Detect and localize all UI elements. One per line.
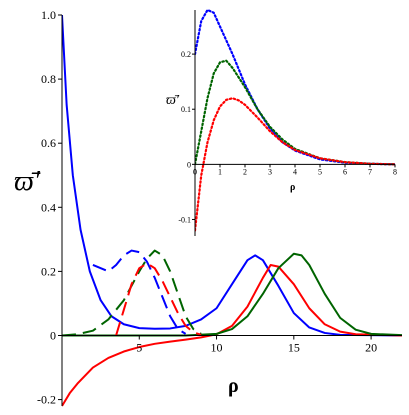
inset-y-tick-label: 0.1 xyxy=(181,105,191,114)
inset-x-tick-label: 8 xyxy=(393,167,397,176)
main-y-tick-label: -0.2 xyxy=(37,393,56,407)
inset-x-tick-label: 0 xyxy=(193,167,197,176)
main-x-tick-label: 15 xyxy=(288,340,300,354)
main-y-tick-label: 0.4 xyxy=(41,200,56,214)
inset-chart: 0 1 2 3 4 5 6 7 8 -0.1 0 0.1 0.2 ϖ̄′ ρ xyxy=(166,8,397,238)
main-series-2-line xyxy=(62,252,402,337)
inset-x-tick-label: 2 xyxy=(243,167,247,176)
inset-x-tick-label: 1 xyxy=(218,167,222,176)
main-x-tick-label: 20 xyxy=(365,340,377,354)
main-y-axis-title: ϖ̄′ xyxy=(14,166,41,197)
main-series-4-line xyxy=(62,249,202,337)
main-series-0-line xyxy=(62,14,402,337)
main-y-tick-label: 1.0 xyxy=(41,8,56,22)
inset-series-group xyxy=(195,9,395,232)
main-x-tick-label: 10 xyxy=(211,340,223,354)
inset-x-axis-title: ρ xyxy=(290,182,295,193)
inset-y-tick-label: 0 xyxy=(187,160,191,169)
main-x-axis-title: ρ xyxy=(228,375,239,397)
inset-y-tick-label: -0.1 xyxy=(178,215,191,224)
inset-background xyxy=(195,8,397,238)
inset-y-axis-title: ϖ̄′ xyxy=(166,93,180,108)
main-chart: 5 10 15 20-0.200.20.40.60.81.0ϖ̄′ρ xyxy=(14,8,402,407)
main-y-tick-label: 0.8 xyxy=(41,72,56,86)
main-y-tick-label: 0 xyxy=(50,328,56,342)
main-series-3-line xyxy=(92,249,187,335)
inset-y-tick-label: 0.2 xyxy=(181,50,191,59)
main-y-tick-label: 0.6 xyxy=(41,136,56,150)
inset-x-tick-label: 7 xyxy=(368,167,372,176)
inset-series-2-line xyxy=(195,97,395,232)
inset-x-tick-label: 4 xyxy=(293,167,297,176)
main-y-tick-label: 0.2 xyxy=(41,264,56,278)
inset-x-tick-label: 5 xyxy=(318,167,322,176)
inset-x-tick-label: 3 xyxy=(268,167,272,176)
inset-x-tick-label: 6 xyxy=(343,167,347,176)
main-series-5-line xyxy=(115,262,202,336)
main-x-tick-label: 5 xyxy=(136,340,142,354)
main-series-group xyxy=(62,14,402,407)
